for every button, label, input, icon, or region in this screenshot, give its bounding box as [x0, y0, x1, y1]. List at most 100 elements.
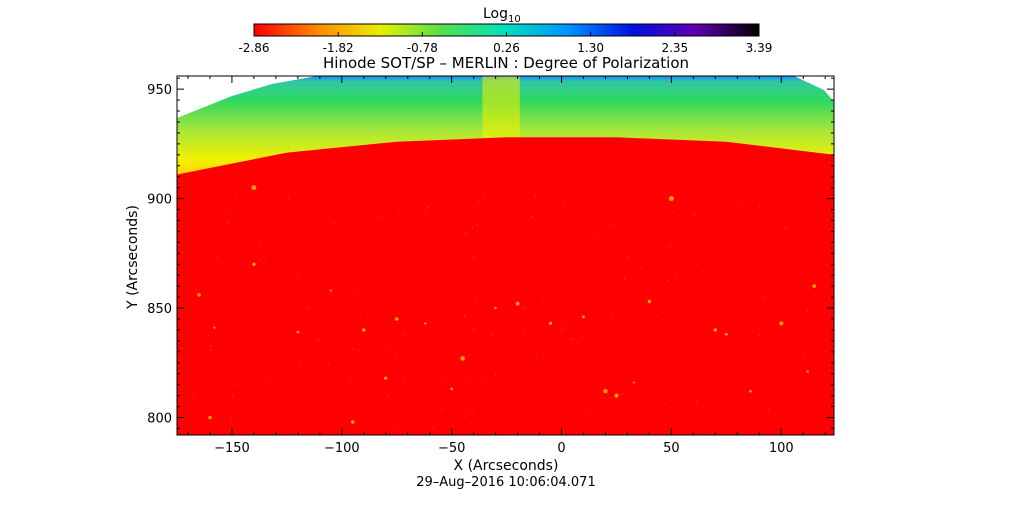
- disk-features: [180, 185, 817, 453]
- disk-speckle: [815, 300, 817, 303]
- disk-feature: [632, 381, 636, 384]
- x-tick-label: 0: [557, 441, 565, 456]
- disk-speckle: [577, 341, 579, 344]
- disk-speckle: [471, 226, 474, 228]
- disk-feature: [749, 389, 752, 393]
- disk-speckle: [404, 198, 406, 201]
- disk-speckle: [353, 249, 356, 252]
- x-tick-label: −100: [324, 441, 360, 456]
- disk-speckle: [522, 307, 525, 309]
- x-tick-label: 100: [769, 441, 794, 456]
- disk-feature: [450, 387, 454, 391]
- disk-speckle: [765, 370, 767, 373]
- disk-speckle: [352, 347, 354, 350]
- disk-speckle: [506, 327, 508, 329]
- disk-speckle: [561, 328, 563, 330]
- disk-speckle: [477, 201, 480, 203]
- disk-speckle: [610, 224, 612, 227]
- disk-feature: [285, 448, 290, 453]
- disk-speckle: [388, 348, 391, 350]
- disk-speckle: [440, 311, 442, 314]
- disk-speckle: [207, 334, 210, 337]
- disk-speckle: [626, 256, 629, 259]
- disk-speckle: [218, 348, 220, 351]
- disk-speckle: [767, 409, 770, 411]
- disk-speckle: [785, 227, 787, 229]
- disk-speckle: [333, 221, 335, 223]
- disk-speckle: [226, 222, 229, 224]
- disk-speckle: [695, 401, 698, 403]
- disk-speckle: [277, 248, 279, 250]
- disk-speckle: [258, 243, 261, 245]
- disk-speckle: [327, 234, 329, 236]
- disk-speckle: [339, 375, 341, 378]
- disk-speckle: [257, 340, 260, 342]
- disk-speckle: [469, 378, 471, 380]
- disk-speckle: [441, 407, 443, 410]
- disk-speckle: [287, 425, 289, 427]
- disk-speckle: [763, 297, 766, 299]
- disk-feature: [603, 389, 608, 394]
- disk-speckle: [808, 287, 810, 290]
- disk-speckle: [803, 356, 806, 358]
- chart-title: Hinode SOT/SP – MERLIN : Degree of Polar…: [323, 54, 689, 72]
- disk-speckle: [475, 301, 478, 303]
- disk-speckle: [383, 429, 385, 431]
- disk-speckle: [740, 201, 742, 203]
- disk-speckle: [530, 216, 533, 218]
- bright-stripe: [482, 76, 520, 140]
- y-tick-label: 800: [147, 411, 172, 426]
- disk-speckle: [780, 285, 783, 287]
- disk-feature: [208, 415, 212, 420]
- disk-speckle: [199, 340, 201, 343]
- disk-speckle: [735, 427, 737, 429]
- disk-speckle: [432, 426, 435, 429]
- disk-speckle: [357, 349, 360, 351]
- disk-speckle: [609, 397, 611, 399]
- disk-speckle: [466, 413, 468, 416]
- disk-speckle: [402, 378, 405, 381]
- disk-feature: [296, 330, 300, 334]
- colorbar-tick-label: -2.86: [238, 41, 269, 55]
- solar-disk: [177, 137, 834, 435]
- disk-speckle: [402, 333, 404, 336]
- colorbar-label: Log10: [483, 6, 521, 25]
- disk-speckle: [500, 421, 503, 424]
- disk-speckle: [424, 212, 427, 214]
- disk-speckle: [671, 211, 674, 214]
- y-axis-label: Y (Arcseconds): [125, 205, 141, 310]
- timestamp: 29–Aug–2016 10:06:04.071: [416, 475, 595, 490]
- disk-speckle: [307, 307, 310, 309]
- disk-speckle: [758, 334, 760, 336]
- disk-speckle: [703, 335, 706, 337]
- disk-feature: [424, 322, 427, 325]
- disk-speckle: [604, 340, 607, 342]
- disk-speckle: [216, 255, 218, 258]
- disk-feature: [362, 328, 366, 332]
- disk-speckle: [229, 429, 232, 431]
- disk-feature: [197, 293, 201, 297]
- disk-speckle: [472, 412, 474, 415]
- disk-speckle: [667, 280, 669, 282]
- disk-speckle: [541, 297, 544, 300]
- disk-speckle: [288, 196, 290, 199]
- disk-speckle: [485, 377, 488, 380]
- disk-speckle: [259, 258, 262, 261]
- disk-speckle: [349, 377, 352, 379]
- disk-speckle: [255, 217, 257, 220]
- disk-speckle: [357, 293, 360, 295]
- disk-speckle: [806, 310, 809, 312]
- disk-speckle: [771, 271, 774, 273]
- plot-frame: [176, 75, 835, 436]
- disk-speckle: [210, 345, 212, 347]
- disk-feature: [614, 393, 619, 398]
- colorbar-tick-label: 0.26: [493, 41, 520, 55]
- y-tick-label: 850: [147, 302, 172, 317]
- disk-speckle: [230, 417, 233, 420]
- disk-feature: [384, 376, 388, 380]
- disk-speckle: [298, 361, 301, 363]
- disk-speckle: [759, 351, 762, 353]
- disk-speckle: [540, 428, 543, 431]
- disk-speckle: [528, 367, 531, 369]
- disk-feature: [548, 321, 553, 325]
